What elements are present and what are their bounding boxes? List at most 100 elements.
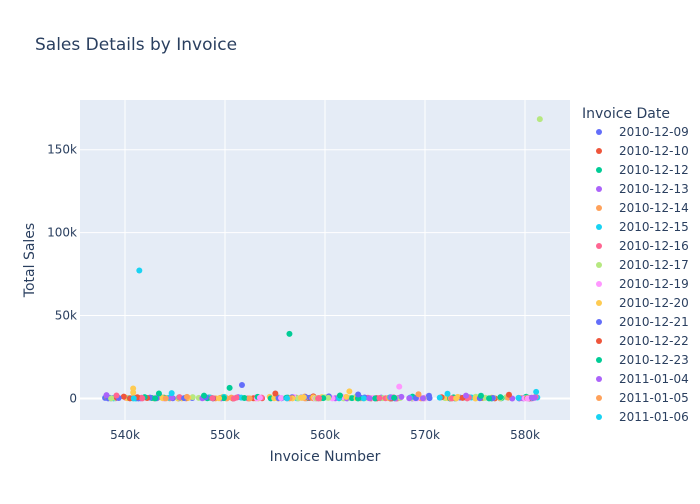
x-gridlines <box>124 100 526 420</box>
legend-entry-label: 2011-01-06 <box>619 410 689 424</box>
data-point <box>238 382 245 389</box>
x-tick-label: 580k <box>510 428 540 442</box>
y-tick-label: 100k <box>47 226 77 240</box>
legend-marker <box>596 243 602 249</box>
legend-marker <box>596 224 602 230</box>
data-points <box>102 116 543 402</box>
legend-title: Invoice Date <box>582 106 670 122</box>
data-point <box>506 391 512 398</box>
legend-marker <box>596 376 602 382</box>
data-point <box>320 395 327 402</box>
data-point <box>209 395 216 402</box>
x-tick-label: 550k <box>210 428 240 442</box>
legend-marker <box>596 186 602 192</box>
data-point <box>533 388 540 395</box>
data-point <box>130 395 137 402</box>
legend-marker <box>596 148 602 154</box>
data-point <box>256 394 263 401</box>
data-point <box>360 395 367 402</box>
legend-entry-label: 2010-12-23 <box>619 353 689 367</box>
legend-entry-label: 2010-12-09 <box>619 125 689 139</box>
data-point <box>463 392 469 399</box>
data-point <box>155 390 162 397</box>
chart-title: Sales Details by Invoice <box>35 35 237 55</box>
legend-marker <box>596 319 602 325</box>
data-point <box>220 395 227 402</box>
x-tick-label: 570k <box>410 428 440 442</box>
data-point <box>391 394 398 401</box>
legend-entry-label: 2010-12-14 <box>619 201 689 215</box>
legend-items[interactable]: 2010-12-09 2010-12-10 2010-12-12 2010-12-13… <box>596 125 689 424</box>
legend-marker <box>596 338 602 344</box>
data-point <box>120 393 127 400</box>
legend-entry-label: 2010-12-17 <box>619 258 689 272</box>
y-tick-label: 0 <box>69 391 77 405</box>
data-point <box>372 395 379 402</box>
data-point <box>497 394 504 401</box>
data-point <box>486 395 493 402</box>
legend-entry-label: 2010-12-10 <box>619 144 689 158</box>
data-point <box>348 395 355 402</box>
legend-entry-label: 2010-12-13 <box>619 182 689 196</box>
legend-marker <box>596 167 602 173</box>
data-point <box>472 395 479 402</box>
data-point <box>176 394 183 401</box>
data-point <box>426 392 432 399</box>
legend-marker <box>596 129 602 135</box>
x-tick-labels: 540k 550k 560k 570k 580k <box>110 428 540 442</box>
y-tick-label: 50k <box>55 309 77 323</box>
legend-marker <box>596 281 602 287</box>
data-point <box>246 395 253 402</box>
data-point <box>183 393 190 400</box>
data-point <box>436 394 443 401</box>
x-tick-label: 540k <box>110 428 140 442</box>
legend-entry-label: 2010-12-15 <box>619 220 689 234</box>
data-point <box>325 394 332 401</box>
data-point <box>136 267 143 274</box>
data-point <box>406 395 413 402</box>
legend[interactable]: Invoice Date 2010-12-092010-12-102010-12… <box>582 106 689 424</box>
data-point <box>444 390 451 397</box>
legend-marker <box>596 205 602 211</box>
data-point <box>284 395 291 402</box>
legend-entry-label: 2010-12-21 <box>619 315 689 329</box>
data-point <box>162 395 169 402</box>
data-point <box>103 392 110 399</box>
data-point <box>528 394 535 401</box>
legend-marker <box>596 300 602 306</box>
data-point <box>286 330 293 337</box>
data-point <box>297 394 304 401</box>
y-axis-label: Total Sales <box>22 223 38 298</box>
data-point <box>355 391 362 398</box>
data-point <box>241 395 248 402</box>
legend-marker <box>596 357 602 363</box>
data-point <box>278 394 285 401</box>
data-point <box>130 389 137 396</box>
legend-entry-label: 2011-01-05 <box>619 391 689 405</box>
x-tick-label: 560k <box>310 428 340 442</box>
legend-marker <box>596 414 602 420</box>
data-point <box>415 391 422 398</box>
data-point <box>478 392 484 399</box>
data-point <box>108 395 115 402</box>
data-point <box>346 388 353 395</box>
x-axis-label: Invoice Number <box>270 449 381 465</box>
data-point <box>272 390 279 397</box>
data-point <box>216 395 223 402</box>
data-point <box>515 394 522 401</box>
data-point <box>168 390 175 397</box>
data-point <box>366 395 373 402</box>
data-point <box>337 392 343 399</box>
legend-entry-label: 2010-12-19 <box>619 277 689 291</box>
data-point <box>226 384 233 391</box>
data-point <box>376 395 383 402</box>
legend-entry-label: 2010-12-20 <box>619 296 689 310</box>
data-point <box>113 392 120 399</box>
data-point <box>419 395 426 402</box>
legend-marker <box>596 395 602 401</box>
legend-entry-label: 2010-12-12 <box>619 163 689 177</box>
legend-entry-label: 2010-12-16 <box>619 239 689 253</box>
data-point <box>168 394 175 401</box>
